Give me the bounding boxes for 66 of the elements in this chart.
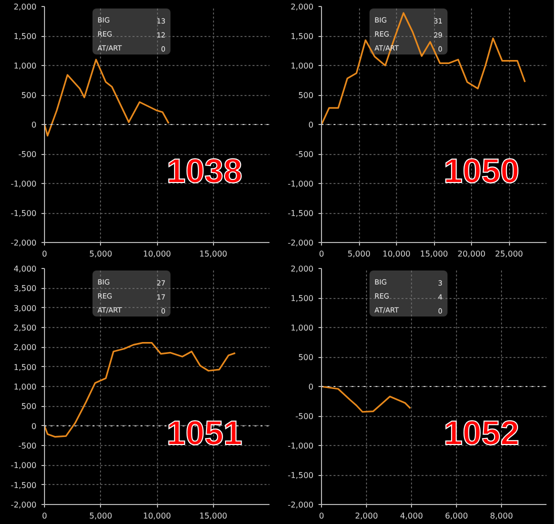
x-tick-label: 8,000 — [490, 512, 513, 520]
y-tick-label: -1,500 — [10, 209, 37, 218]
y-tick-label: -2,000 — [10, 500, 37, 510]
y-tick-label: 2,000 — [290, 264, 314, 274]
x-tick-label: 0 — [318, 250, 324, 258]
y-tick-label: -1,000 — [288, 442, 314, 450]
x-tick-label: 2,000 — [355, 512, 378, 520]
y-tick-label: 1,000 — [290, 62, 314, 70]
line-series — [322, 386, 412, 413]
y-tick-label: 0 — [308, 120, 314, 130]
text: 1038 — [166, 152, 242, 190]
x-tick-label: 0 — [318, 512, 324, 520]
text: 1052 — [444, 414, 520, 452]
x-tick-label: 6,000 — [445, 512, 468, 520]
text: 1050 — [444, 152, 520, 190]
x-tick-label: 5,000 — [348, 250, 370, 258]
y-tick-label: -500 — [18, 150, 36, 159]
y-tick-label: 2,000 — [290, 2, 314, 12]
y-tick-label: 500 — [298, 91, 314, 100]
y-tick-label: 2,000 — [14, 343, 37, 352]
y-tick-label: -500 — [295, 412, 314, 421]
y-tick-label: -1,000 — [288, 180, 314, 188]
y-tick-label: -500 — [295, 150, 314, 159]
y-tick-label: 4,000 — [14, 264, 37, 274]
y-tick-label: 3,000 — [14, 304, 37, 313]
y-tick-label: 1,500 — [14, 362, 37, 372]
y-tick-label: -1,500 — [10, 480, 37, 490]
line-series — [322, 12, 526, 126]
y-tick-label: 500 — [21, 402, 37, 412]
y-tick-label: 1,500 — [290, 294, 314, 303]
y-tick-label: 1,500 — [14, 32, 37, 41]
y-tick-label: 0 — [31, 422, 37, 431]
y-tick-label: -2,000 — [288, 500, 314, 510]
x-tick-label: 10,000 — [143, 512, 172, 520]
x-tick-label: 5,000 — [89, 250, 112, 258]
y-tick-label: 1,000 — [290, 324, 314, 332]
y-tick-label: -1,000 — [10, 180, 37, 188]
y-tick-label: -1,000 — [10, 461, 37, 470]
x-tick-label: 15,000 — [199, 512, 228, 520]
y-tick-label: -2,000 — [10, 238, 37, 248]
y-tick-label: -500 — [18, 442, 36, 450]
y-tick-label: 1,500 — [290, 32, 314, 41]
y-tick-label: 2,500 — [14, 324, 37, 332]
x-tick-label: 25,000 — [495, 250, 524, 258]
y-tick-label: 1,000 — [14, 382, 37, 392]
y-tick-label: -1,500 — [288, 471, 314, 480]
x-tick-label: 15,000 — [199, 250, 228, 258]
y-tick-label: 3,500 — [14, 284, 37, 294]
y-tick-label: 500 — [298, 353, 314, 362]
y-tick-label: -2,000 — [288, 238, 314, 248]
x-tick-label: 10,000 — [382, 250, 411, 258]
x-tick-label: 20,000 — [458, 250, 486, 258]
x-tick-label: 4,000 — [400, 512, 423, 520]
line-series — [44, 58, 170, 137]
y-tick-label: 2,000 — [14, 2, 37, 12]
y-tick-label: -1,500 — [288, 209, 314, 218]
x-tick-label: 0 — [42, 512, 48, 520]
y-tick-label: 0 — [31, 120, 37, 130]
text: 1051 — [166, 414, 242, 452]
y-tick-label: 500 — [21, 91, 37, 100]
x-tick-label: 0 — [42, 250, 48, 258]
y-tick-label: 0 — [308, 382, 314, 392]
x-tick-label: 5,000 — [89, 512, 112, 520]
y-tick-label: 1,000 — [14, 62, 37, 70]
x-tick-label: 10,000 — [143, 250, 172, 258]
x-tick-label: 15,000 — [420, 250, 448, 258]
